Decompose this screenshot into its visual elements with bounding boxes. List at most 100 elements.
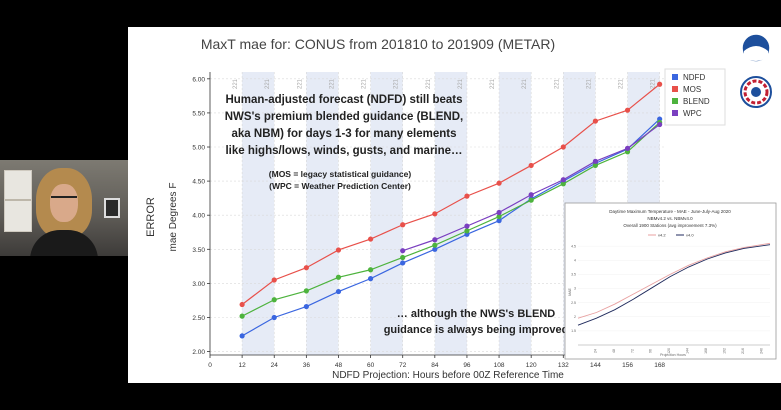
count-label: 221 bbox=[297, 78, 303, 89]
legend-entry: MOS bbox=[683, 85, 701, 94]
annotation-note: (MOS = legacy statistical guidance) bbox=[269, 169, 412, 179]
data-point-blend bbox=[367, 267, 374, 273]
data-series bbox=[239, 81, 663, 339]
x-tick-label: 24 bbox=[271, 362, 279, 369]
count-label: 221 bbox=[362, 78, 368, 89]
count-label: 221 bbox=[329, 78, 335, 89]
nws-logo-icon bbox=[740, 76, 772, 108]
data-point-blend bbox=[239, 313, 245, 319]
inset-y-tick-label: 2 bbox=[574, 315, 576, 319]
inset-x-tick-label: 96 bbox=[649, 349, 653, 353]
data-point-wpc bbox=[592, 158, 599, 164]
data-point-blend bbox=[528, 197, 534, 203]
inset-x-tick-label: 144 bbox=[686, 348, 690, 354]
count-label: 221 bbox=[458, 78, 464, 89]
data-point-wpc bbox=[560, 177, 566, 183]
x-tick-label: 84 bbox=[431, 362, 439, 369]
x-tick-label: 36 bbox=[303, 362, 311, 369]
data-point-ndfd bbox=[432, 246, 438, 252]
annotation-note: (WPC = Weather Prediction Center) bbox=[269, 181, 411, 191]
inset-x-tick-label: 240 bbox=[759, 348, 763, 354]
data-point-ndfd bbox=[400, 260, 406, 266]
data-point-blend bbox=[464, 228, 470, 234]
y-tick-label: 5.00 bbox=[192, 145, 205, 152]
count-label: 221 bbox=[426, 78, 432, 89]
shaded-band bbox=[434, 72, 467, 355]
legend: NDFD MOS BLEND WPC bbox=[664, 68, 726, 126]
annotation-line: aka NBM) for days 1-3 for many elements bbox=[232, 128, 457, 140]
count-label: 221 bbox=[490, 78, 496, 89]
data-point-mos bbox=[592, 118, 599, 124]
inset-x-tick-label: 216 bbox=[741, 348, 745, 354]
presenter-glasses bbox=[51, 196, 77, 204]
series-line-ndfd bbox=[241, 118, 661, 337]
data-point-blend bbox=[432, 242, 438, 248]
inset-legend-entry: v4.2 bbox=[658, 233, 666, 238]
error-label: ERROR bbox=[145, 197, 157, 237]
series-line-blend bbox=[241, 122, 661, 317]
x-tick-label: 120 bbox=[526, 362, 537, 369]
inset-y-tick-label: 3.5 bbox=[571, 273, 576, 277]
inset-y-label: MAE bbox=[568, 288, 572, 296]
y-tick-label: 3.50 bbox=[192, 247, 205, 254]
count-label: 221 bbox=[522, 78, 528, 89]
presentation-slide: MaxT mae for: CONUS from 201810 to 20190… bbox=[128, 27, 781, 383]
count-label: 221 bbox=[233, 78, 239, 89]
x-axis-label: NDFD Projection: Hours before 00Z Refere… bbox=[332, 370, 564, 381]
legend-entry: NDFD bbox=[683, 73, 705, 82]
annotation-line: … although the NWS's BLEND bbox=[397, 308, 555, 320]
x-tick-label: 12 bbox=[239, 362, 247, 369]
y-tick-label: 2.50 bbox=[192, 315, 205, 322]
data-point-ndfd bbox=[496, 218, 502, 224]
count-label: 221 bbox=[265, 78, 271, 89]
inset-x-label: Projection Hours bbox=[660, 353, 686, 357]
inset-legend-entry: v4.0 bbox=[686, 233, 694, 238]
legend-swatch bbox=[672, 86, 678, 92]
y-tick-label: 4.50 bbox=[192, 179, 205, 186]
shaded-band bbox=[370, 72, 403, 355]
inset-series-line bbox=[577, 242, 771, 319]
data-point-blend bbox=[592, 162, 599, 169]
x-tick-label: 168 bbox=[654, 362, 665, 369]
legend-swatch bbox=[672, 98, 678, 104]
x-tick-label: 144 bbox=[590, 362, 601, 369]
annotation-bottom: … although the NWS's BLEND guidance is a… bbox=[384, 308, 569, 336]
legend-entry: WPC bbox=[683, 109, 702, 118]
y-tick-label: 2.00 bbox=[192, 349, 205, 356]
data-point-ndfd bbox=[367, 276, 374, 282]
slide-canvas: MaxT mae for: CONUS from 201810 to 20190… bbox=[145, 33, 777, 381]
annotation-line: Human-adjusted forecast (NDFD) still bea… bbox=[225, 94, 462, 106]
data-point-wpc bbox=[657, 121, 663, 128]
inset-series-line bbox=[577, 244, 771, 326]
annotation-notes: (MOS = legacy statistical guidance) (WPC… bbox=[269, 169, 412, 191]
inset-title: Daytime Maximum Temperature - MAE - June… bbox=[609, 209, 731, 214]
data-point-wpc bbox=[528, 192, 534, 198]
inset-chart: Daytime Maximum Temperature - MAE - June… bbox=[564, 202, 777, 360]
y-axis-label: mae Degrees F bbox=[168, 183, 179, 252]
inset-y-tick-label: 1.5 bbox=[571, 329, 576, 333]
x-tick-label: 72 bbox=[399, 362, 407, 369]
y-tick-label: 4.00 bbox=[192, 213, 205, 220]
legend-swatch bbox=[672, 110, 678, 116]
y-tick-label: 6.00 bbox=[192, 76, 205, 83]
data-point-mos bbox=[528, 162, 534, 169]
chart-title: MaxT mae for: CONUS from 201810 to 20190… bbox=[201, 36, 555, 52]
data-point-mos bbox=[624, 107, 631, 113]
annotation-main: Human-adjusted forecast (NDFD) still bea… bbox=[225, 94, 464, 157]
presenter-body bbox=[30, 230, 98, 256]
y-tick-label: 5.50 bbox=[192, 110, 205, 117]
x-tick-label: 60 bbox=[367, 362, 375, 369]
data-point-blend bbox=[560, 181, 566, 187]
x-tick-label: 96 bbox=[463, 362, 471, 369]
x-tick-label: 108 bbox=[494, 362, 505, 369]
count-label: 221 bbox=[619, 78, 625, 89]
count-label: 221 bbox=[554, 78, 560, 89]
data-point-wpc bbox=[464, 223, 470, 229]
data-point-mos bbox=[367, 236, 374, 242]
data-point-mos bbox=[432, 211, 438, 217]
inset-subtitle: Overall 1900 Stations (avg improvement 7… bbox=[623, 223, 717, 228]
data-point-mos bbox=[657, 81, 663, 87]
inset-y-tick-label: 3 bbox=[574, 287, 576, 291]
inset-x-tick-label: 192 bbox=[722, 348, 726, 354]
inset-x-tick-label: 48 bbox=[612, 349, 616, 353]
